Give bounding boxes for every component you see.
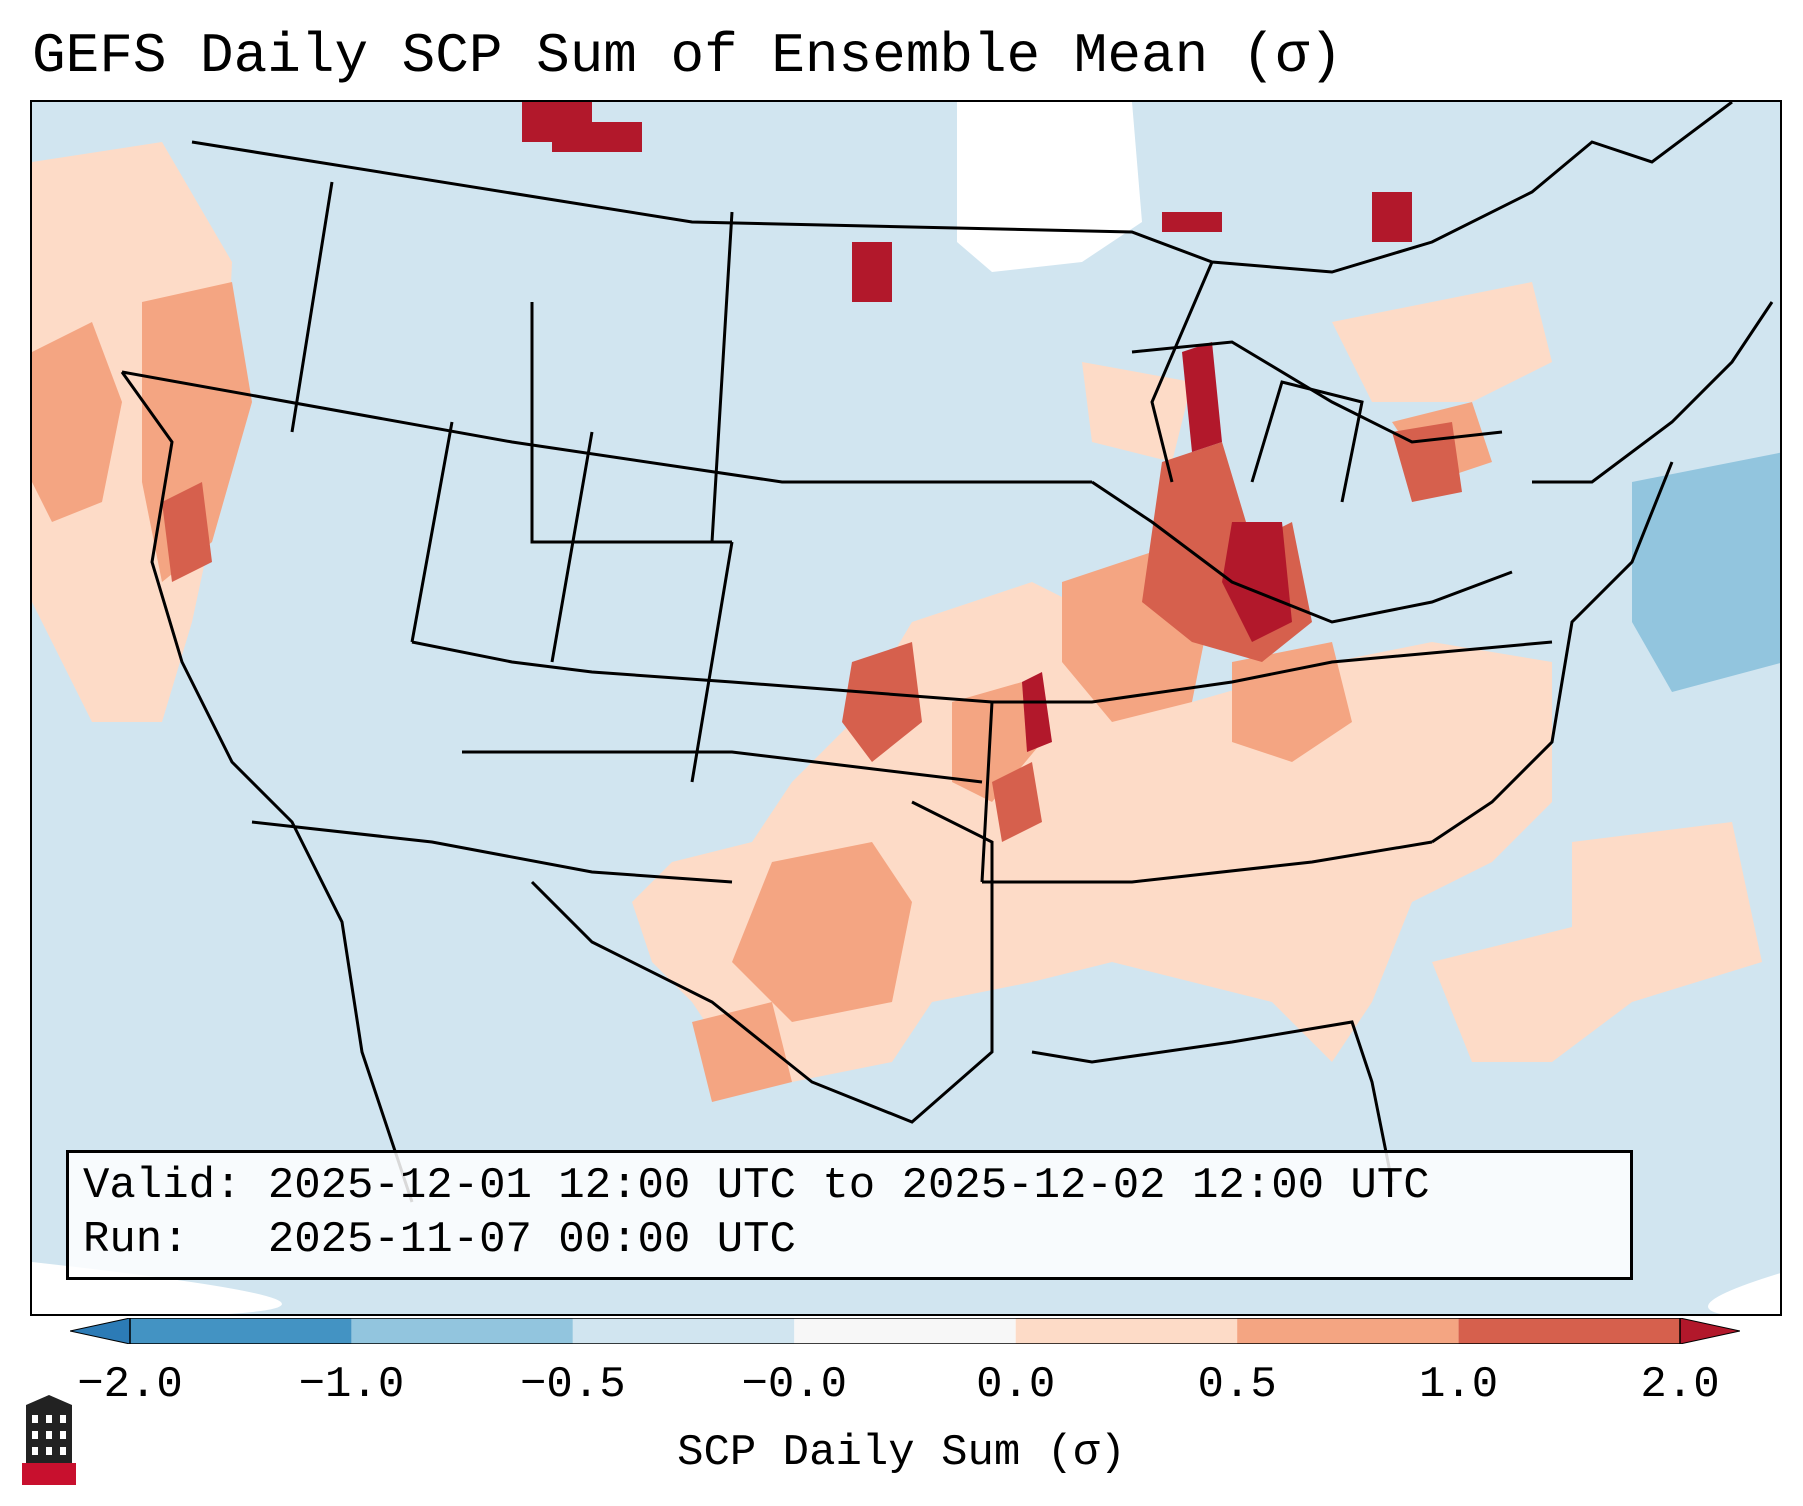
- niu-logo: [22, 1395, 76, 1485]
- niu-logo-badge: [22, 1463, 76, 1485]
- run-value: 2025-11-07 00:00 UTC: [267, 1215, 796, 1265]
- colorbar-label: SCP Daily Sum (σ): [677, 1428, 1126, 1478]
- colorbar-bin: [794, 1318, 1016, 1344]
- colorbar-outline: [129, 1318, 1681, 1344]
- map-offdomain-corner: [1708, 1273, 1780, 1314]
- colorbar-bin: [1237, 1318, 1459, 1344]
- colorbar-tick-label: 0.0: [976, 1360, 1056, 1410]
- map-panel: [30, 100, 1782, 1316]
- colorbar-bin: [1015, 1318, 1238, 1344]
- colorbar-tick-label: 1.0: [1418, 1360, 1499, 1410]
- valid-value: 2025-12-01 12:00 UTC to 2025-12-02 12:00…: [267, 1161, 1430, 1211]
- positive-max-regions: [522, 102, 1412, 752]
- colorbar-extend-low: [70, 1318, 131, 1344]
- colorbar-tick-label: 2.0: [1640, 1360, 1720, 1410]
- colorbar-tick-label: −2.0: [77, 1360, 183, 1410]
- run-label: Run:: [83, 1215, 189, 1265]
- negative-anomaly-atlantic: [1632, 452, 1780, 692]
- colorbar-bin: [351, 1318, 573, 1344]
- chart-title: GEFS Daily SCP Sum of Ensemble Mean (σ): [32, 24, 1343, 88]
- colorbar-extend-high: [1679, 1318, 1740, 1344]
- valid-label: Valid:: [83, 1161, 242, 1211]
- colorbar-tick-label: −0.0: [741, 1360, 848, 1410]
- colorbar-tick-label: −1.0: [298, 1360, 405, 1410]
- colorbar-tick-label: −0.5: [520, 1360, 626, 1410]
- colorbar-bin: [572, 1318, 795, 1344]
- valid-run-info-box: Valid: 2025-12-01 12:00 UTC to 2025-12-0…: [66, 1150, 1633, 1280]
- colorbar-tick-label: 0.5: [1197, 1360, 1277, 1410]
- colorbar-bin: [1458, 1318, 1680, 1344]
- colorbar-bin: [130, 1318, 352, 1344]
- colorbar: [70, 1318, 1740, 1344]
- political-borders: [120, 102, 1774, 1203]
- forecast-map: [32, 102, 1780, 1314]
